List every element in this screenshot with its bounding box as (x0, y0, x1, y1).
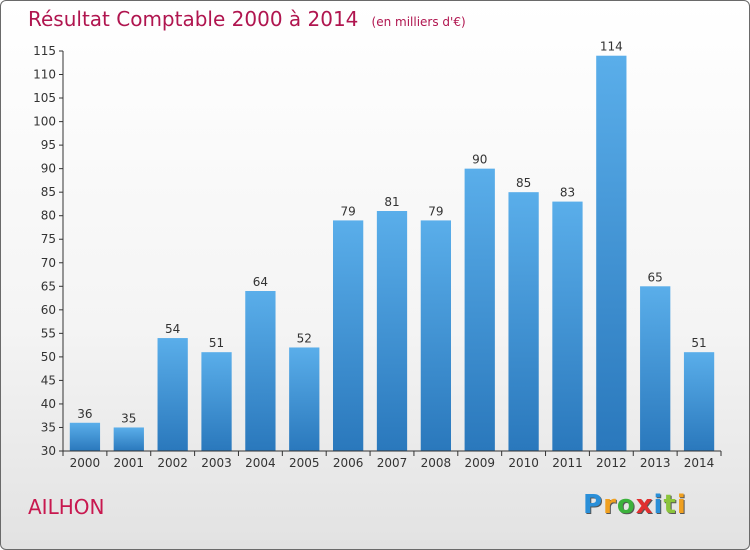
bar-value-label: 79 (340, 204, 355, 218)
bars: 36 35 54 51 64 52 79 81 79 90 85 83 114 65 51 (69, 40, 715, 452)
x-tick-label: 2002 (157, 456, 188, 470)
bar (596, 55, 627, 452)
y-tick-label: 110 (33, 68, 56, 82)
bar-value-label: 79 (428, 204, 443, 218)
y-tick-label: 30 (41, 444, 56, 458)
y-tick-label: 80 (41, 209, 56, 223)
bar (420, 220, 452, 451)
bar-value-label: 81 (384, 195, 399, 209)
x-tick-label: 2010 (508, 456, 539, 470)
x-tick-label: 2013 (640, 456, 671, 470)
commune-name: AILHON (28, 495, 105, 519)
proxiti-logo: Proxiti (583, 490, 687, 520)
y-tick-label: 70 (41, 256, 56, 270)
bar (464, 168, 495, 451)
y-tick-label: 85 (41, 185, 56, 199)
y-tick-label: 50 (41, 350, 56, 364)
bar (508, 192, 539, 452)
y-tick-label: 105 (33, 91, 56, 105)
bar (289, 347, 320, 451)
y-tick-label: 90 (41, 162, 56, 176)
y-tick-label: 75 (41, 232, 56, 246)
bar (69, 422, 101, 451)
bar-value-label: 90 (472, 153, 487, 167)
bar-value-label: 85 (516, 176, 531, 190)
bar (157, 338, 188, 451)
chart-subtitle: (en milliers d'€) (371, 15, 466, 29)
bar-value-label: 64 (253, 275, 268, 289)
y-tick-label: 35 (41, 420, 56, 434)
x-tick-label: 2000 (70, 456, 101, 470)
bar (332, 220, 364, 451)
y-axis: 30 35 40 45 50 55 60 65 70 75 80 85 90 95 100 105 110 115 (33, 44, 64, 458)
x-tick-label: 2003 (201, 456, 232, 470)
bar-value-label: 114 (600, 40, 623, 54)
logo-letter: o (616, 490, 636, 520)
bar-value-label: 51 (209, 336, 224, 350)
y-tick-label: 65 (41, 279, 56, 293)
bar-value-label: 51 (691, 336, 706, 350)
x-tick-label: 2008 (421, 456, 452, 470)
logo-letter: i (676, 490, 687, 520)
bar (201, 352, 232, 451)
bar-value-label: 52 (297, 331, 312, 345)
bar (376, 211, 408, 451)
bar-value-label: 83 (560, 186, 575, 200)
chart-title: Résultat Comptable 2000 à 2014 (28, 7, 359, 31)
logo-letter: t (663, 490, 677, 520)
x-tick-label: 2009 (464, 456, 495, 470)
x-axis: 2000 2001 2002 2003 2004 2005 2006 2007 2008 2009… (62, 450, 722, 470)
y-tick-label: 60 (41, 303, 56, 317)
y-tick-label: 40 (41, 397, 56, 411)
bar-value-label: 35 (121, 411, 136, 425)
bar (683, 352, 715, 451)
logo-letter: P (583, 490, 604, 520)
y-tick-label: 45 (41, 373, 56, 387)
logo-letter: i (653, 490, 664, 520)
y-tick-label: 55 (41, 326, 56, 340)
x-tick-label: 2012 (596, 456, 627, 470)
x-tick-label: 2007 (377, 456, 408, 470)
x-tick-label: 2011 (552, 456, 583, 470)
title-row: Résultat Comptable 2000 à 2014 (en milli… (28, 7, 466, 31)
x-tick-label: 2001 (114, 456, 145, 470)
bar-value-label: 36 (77, 407, 92, 421)
bar (245, 291, 276, 451)
logo-letter: x (635, 490, 654, 520)
bar (552, 201, 583, 451)
y-tick-label: 115 (33, 44, 56, 58)
x-tick-label: 2005 (289, 456, 320, 470)
y-tick-label: 100 (33, 115, 56, 129)
x-tick-label: 2006 (333, 456, 364, 470)
y-tick-label: 95 (41, 138, 56, 152)
bar (113, 427, 144, 451)
bar (640, 286, 671, 451)
logo-letter: r (603, 490, 617, 520)
x-tick-label: 2014 (684, 456, 715, 470)
x-tick-label: 2004 (245, 456, 276, 470)
bar-value-label: 65 (648, 270, 663, 284)
bar-value-label: 54 (165, 322, 180, 336)
